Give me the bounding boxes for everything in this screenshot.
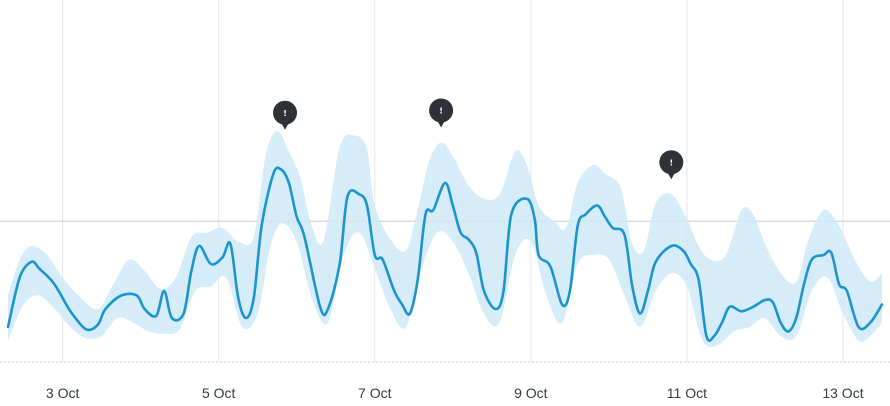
marker-circle (273, 100, 298, 125)
marker-glyph: ! (669, 158, 673, 167)
marker-circle (429, 98, 454, 123)
alert-marker-icon[interactable]: ! (659, 150, 684, 180)
expected-range-band (8, 131, 882, 347)
alert-marker-icon[interactable]: ! (273, 100, 298, 130)
series-line (6, 166, 884, 343)
marker-glyph: ! (283, 109, 287, 118)
x-tick-label: 7 Oct (358, 385, 392, 401)
x-tick-label: 9 Oct (514, 385, 548, 401)
anomaly-markers: !!! (273, 98, 684, 180)
marker-glyph: ! (439, 107, 443, 116)
x-axis-tick-labels: 3 Oct 5 Oct 7 Oct 9 Oct 11 Oct 13 Oct (46, 385, 864, 401)
x-tick-label: 3 Oct (46, 385, 80, 401)
x-tick-label: 11 Oct (667, 385, 707, 401)
x-tick-label: 5 Oct (202, 385, 236, 401)
x-tick-label: 13 Oct (822, 385, 863, 401)
marker-circle (659, 150, 684, 175)
alert-marker-icon[interactable]: ! (429, 98, 454, 128)
